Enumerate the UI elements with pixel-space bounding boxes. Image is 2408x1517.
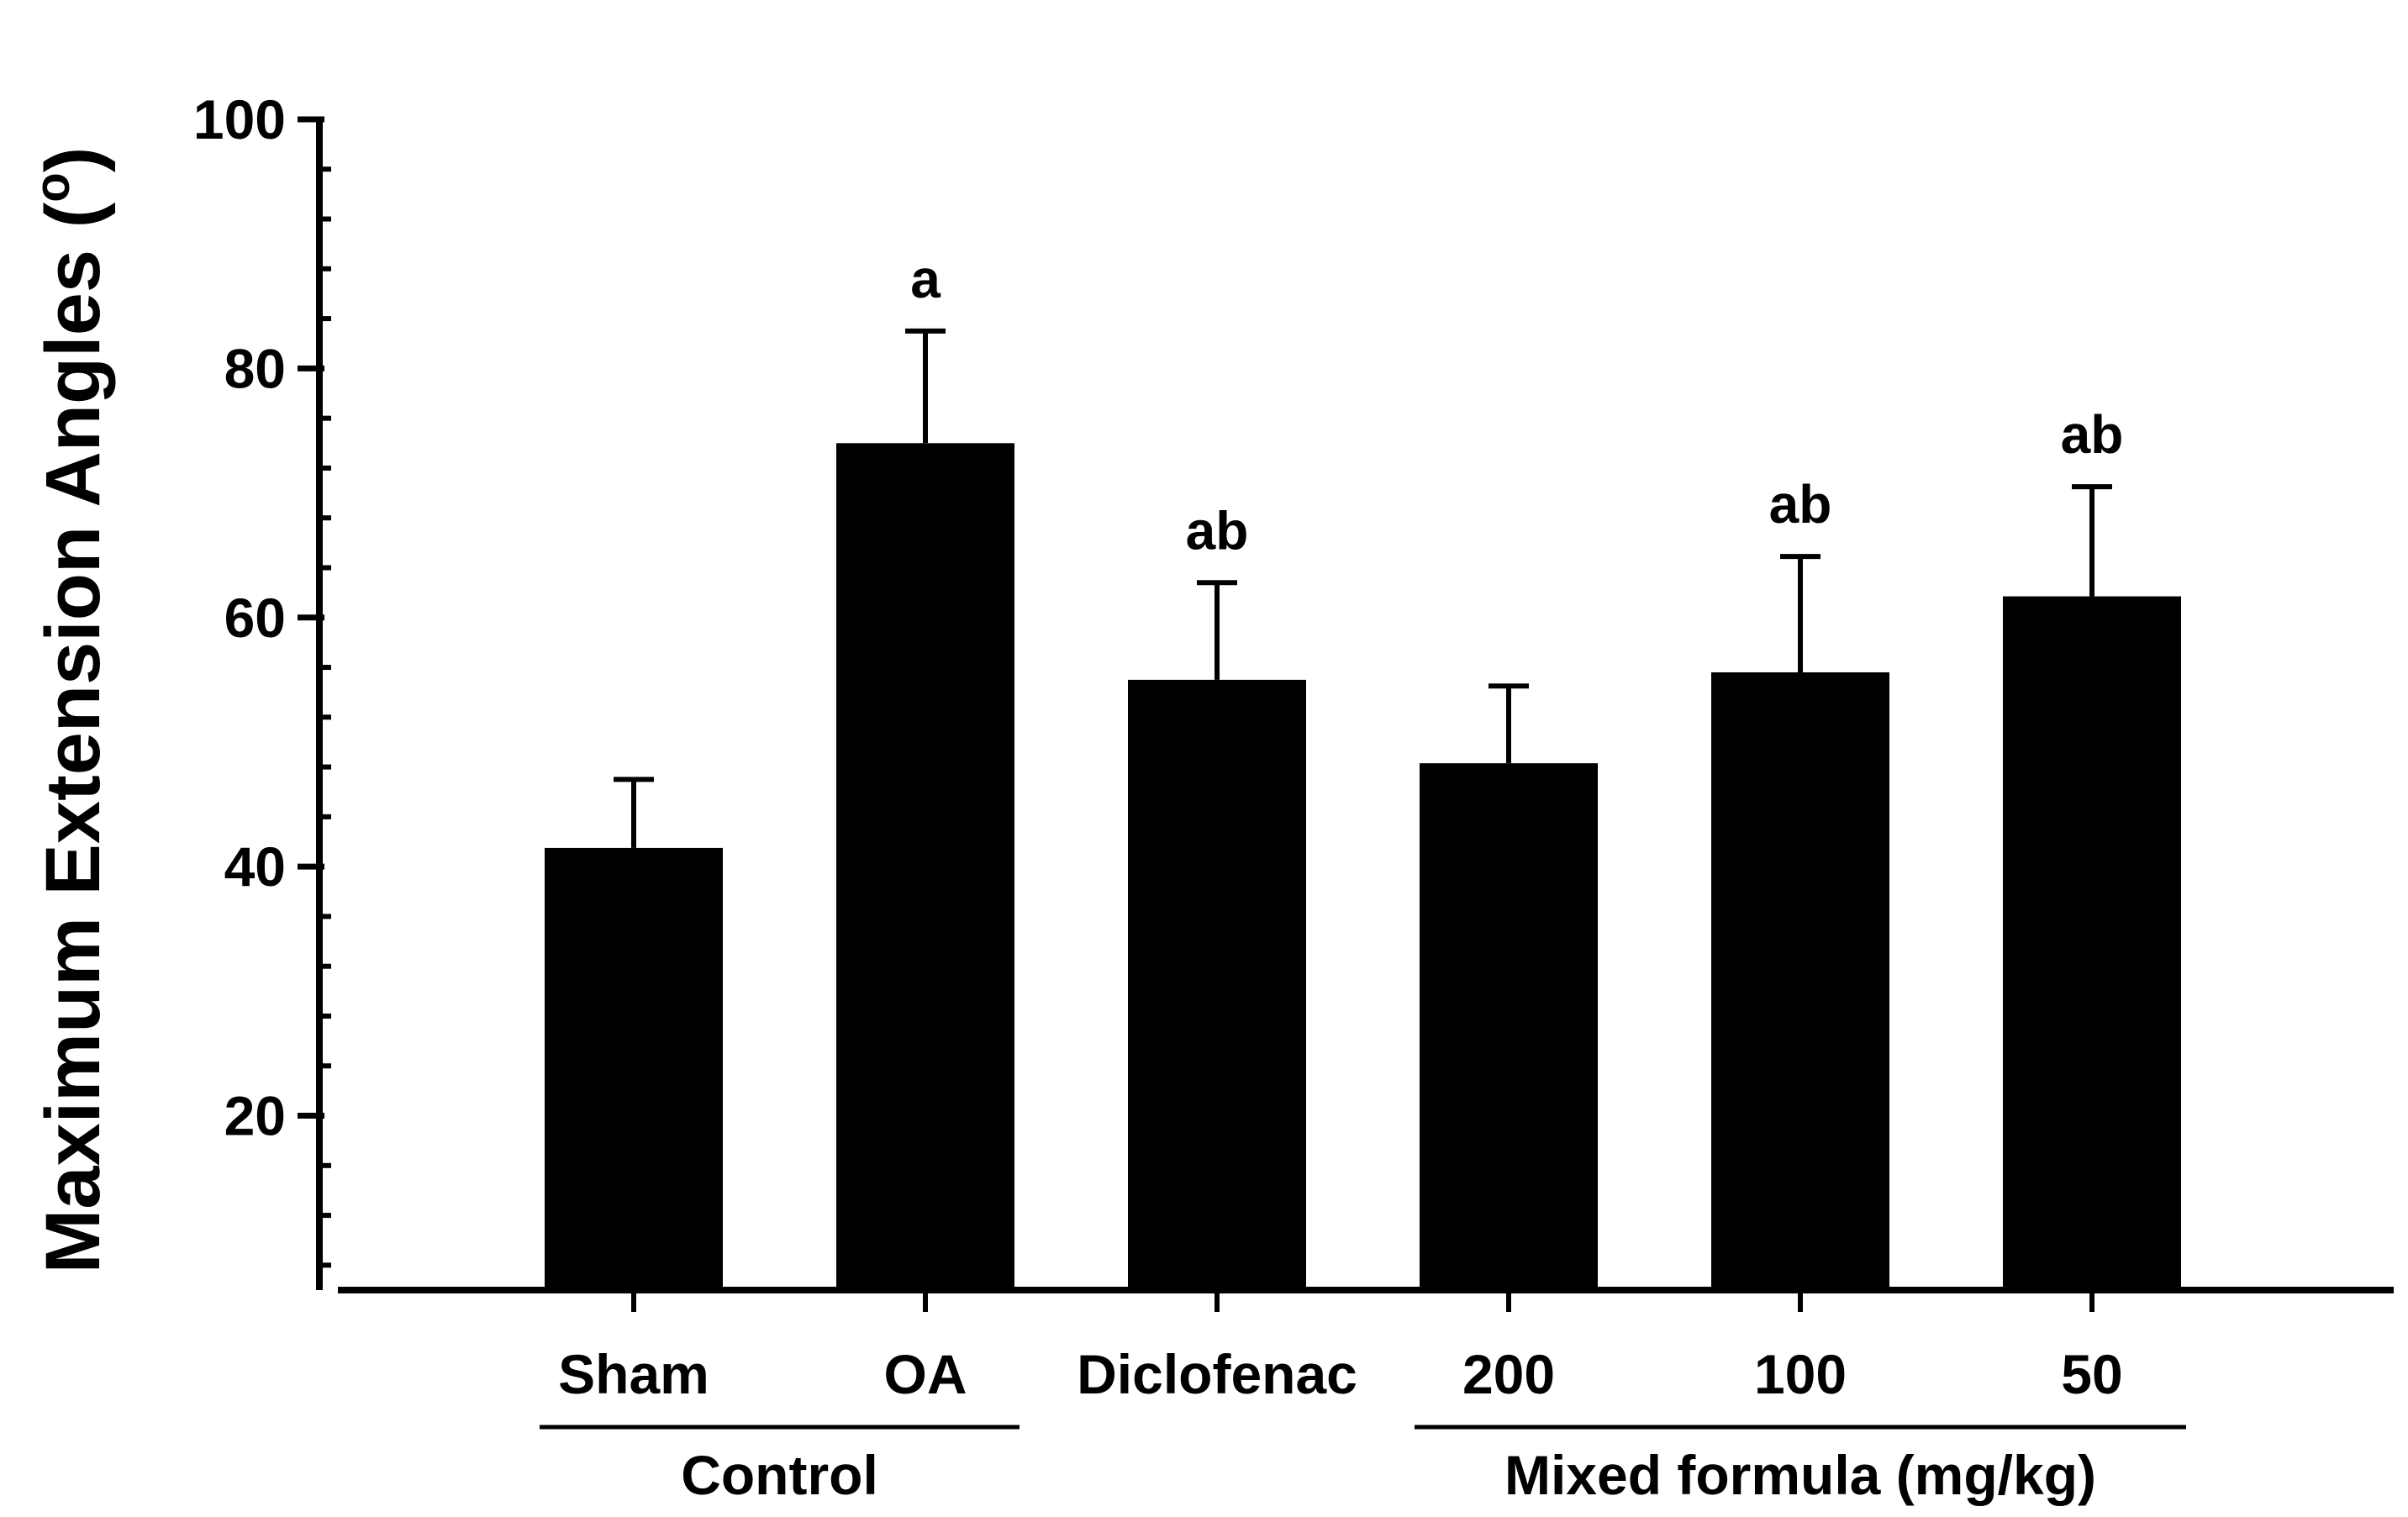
bar-50 <box>2003 596 2181 1290</box>
significance-label: a <box>910 249 941 309</box>
bar-diclofenac <box>1128 679 1306 1290</box>
significance-label: ab <box>1769 474 1832 535</box>
x-tick-label: 200 <box>1462 1343 1555 1405</box>
bar-100 <box>1711 672 1889 1290</box>
bar-sham <box>545 847 723 1290</box>
x-tick-label: 50 <box>2061 1343 2122 1405</box>
y-axis-title-close: ) <box>30 147 116 173</box>
x-tick-label: OA <box>884 1343 967 1405</box>
group-label: Control <box>681 1444 878 1506</box>
y-tick-label: 100 <box>193 88 286 150</box>
x-tick-label: Diclofenac <box>1077 1343 1357 1405</box>
y-tick-label: 20 <box>224 1085 286 1147</box>
bar-oa <box>836 443 1014 1290</box>
x-tick-label: Sham <box>558 1343 709 1405</box>
group-label: Mixed formula (mg/kg) <box>1504 1444 2096 1506</box>
y-tick-label: 60 <box>224 587 286 649</box>
x-tick-label: 100 <box>1754 1343 1847 1405</box>
y-axis-title-unit: o <box>25 172 80 202</box>
labels-group: Sham OA a Diclofenac ab 200 100 ab 50 ab Control Mi… <box>540 249 2186 1506</box>
y-axis-title-group: Maximum Extension Angles (o) <box>25 147 116 1274</box>
significance-label: ab <box>1186 500 1249 561</box>
y-axis-title: Maximum Extension Angles (o) <box>25 147 116 1274</box>
y-axis: 20 40 60 80 100 <box>193 88 331 1290</box>
y-axis-title-main: Maximum Extension Angles ( <box>30 202 116 1273</box>
bars-group <box>545 328 2181 1290</box>
significance-label: ab <box>2061 404 2124 465</box>
y-tick-label: 80 <box>224 337 286 399</box>
x-axis <box>338 1287 2394 1312</box>
y-tick-label: 40 <box>224 835 286 898</box>
bar-200 <box>1420 763 1598 1290</box>
